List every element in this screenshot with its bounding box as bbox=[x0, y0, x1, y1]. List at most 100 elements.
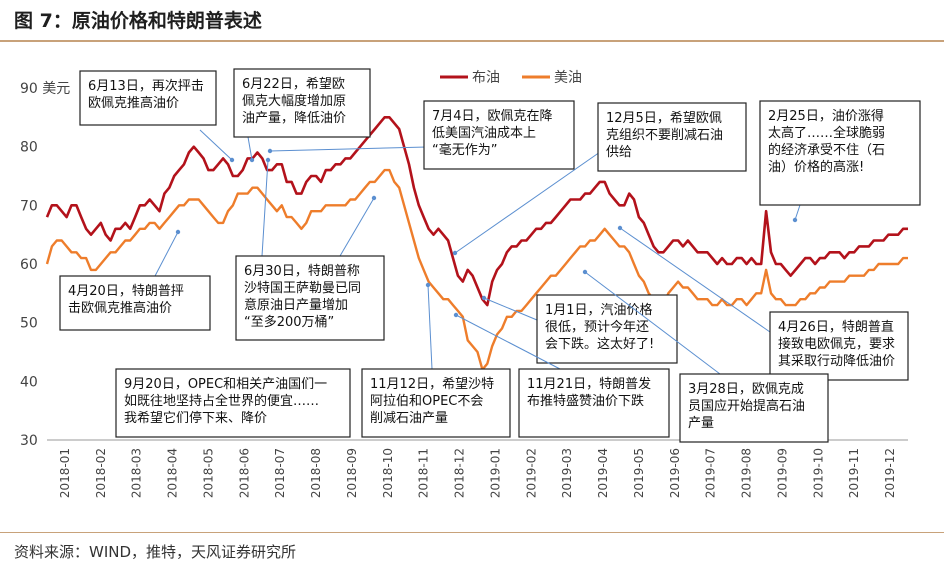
source-note: 资料来源：WIND，推特，天风证券研究所 bbox=[14, 543, 297, 561]
y-tick-label: 70 bbox=[20, 198, 38, 214]
annotation-text: 意原油日产量增加 bbox=[244, 297, 348, 313]
annotation-box bbox=[769, 311, 909, 381]
y-tick-label: 60 bbox=[20, 257, 38, 273]
annotation-text: 员国应开始提高石油 bbox=[688, 398, 805, 414]
annotation-text: 7月4日，欧佩克在降 bbox=[432, 109, 553, 124]
annotation-text: 供给 bbox=[606, 145, 632, 160]
figure-title: 图 7：原油价格和特朗普表述 bbox=[14, 10, 262, 32]
annotation-box bbox=[233, 68, 371, 138]
x-tick-label: 2019-05 bbox=[632, 448, 646, 498]
annotation-pointer bbox=[794, 204, 801, 221]
annotation-pointer bbox=[483, 297, 538, 321]
annotation-pointer bbox=[261, 159, 269, 257]
annotation-a10: 9月20日，OPEC和相关产油国们一如既往地坚持占全世界的便宜……我希望它们停下… bbox=[115, 368, 351, 438]
annotation-pointer bbox=[154, 231, 179, 277]
annotation-text: 4月20日，特朗普抨 bbox=[68, 284, 184, 299]
annotation-text: 6月30日，特朗普称 bbox=[244, 264, 360, 279]
annotation-pointer-head bbox=[371, 195, 377, 201]
annotation-text: 削减石油产量 bbox=[370, 411, 448, 426]
annotation-pointer-head bbox=[452, 250, 458, 256]
x-tick-label: 2018-05 bbox=[201, 448, 215, 498]
y-tick-label: 80 bbox=[20, 140, 38, 156]
series-line-brent bbox=[45, 116, 908, 307]
annotation-pointer bbox=[269, 146, 428, 152]
x-tick-label: 2019-01 bbox=[488, 448, 502, 498]
annotation-text: 阿拉伯和OPEC不会 bbox=[370, 394, 483, 409]
annotation-box bbox=[79, 70, 217, 126]
x-tick-label: 2018-12 bbox=[453, 448, 467, 498]
x-tick-label: 2018-10 bbox=[381, 448, 395, 498]
annotation-pointer-head bbox=[792, 217, 798, 223]
chart-legend: 布油 美油 bbox=[440, 70, 582, 86]
annotation-pointer-head bbox=[481, 295, 487, 301]
annotation-text: 会下跌。这太好了! bbox=[545, 336, 654, 352]
annotation-pointer bbox=[199, 129, 233, 161]
x-tick-label: 2018-01 bbox=[58, 448, 72, 498]
x-tick-label: 2018-04 bbox=[166, 448, 180, 498]
annotation-pointer bbox=[247, 136, 253, 161]
annotation-text: 4月26日，特朗普直 bbox=[778, 320, 894, 335]
annotation-pointer bbox=[339, 197, 375, 257]
x-tick-label: 2018-11 bbox=[417, 448, 431, 498]
annotation-pointer-head bbox=[425, 282, 431, 288]
annotation-text: “至多200万桶” bbox=[244, 314, 334, 330]
annotation-text: 6月13日，再次抨击 bbox=[88, 78, 204, 94]
annotation-pointer bbox=[584, 271, 721, 375]
annotation-box bbox=[361, 368, 511, 438]
x-tick-label: 2019-03 bbox=[560, 448, 574, 498]
x-tick-label: 2019-10 bbox=[811, 448, 825, 498]
annotation-box bbox=[115, 368, 351, 438]
y-tick-label: 40 bbox=[20, 374, 38, 390]
x-tick-label: 2018-02 bbox=[94, 448, 108, 498]
x-tick-label: 2018-09 bbox=[345, 448, 359, 498]
annotation-text: 接致电欧佩克，要求 bbox=[778, 336, 895, 352]
annotation-text: 12月5日，希望欧佩 bbox=[606, 110, 722, 126]
annotation-pointer bbox=[454, 151, 601, 254]
annotation-text: 佩克大幅度增加原 bbox=[242, 93, 346, 109]
annotation-text: 9月20日，OPEC和相关产油国们一 bbox=[124, 377, 327, 392]
annotation-pointer-head bbox=[453, 312, 459, 318]
annotation-box bbox=[423, 100, 575, 170]
x-tick-label: 2019-04 bbox=[596, 448, 610, 498]
x-tick-label: 2018-06 bbox=[237, 448, 251, 498]
x-tick-label: 2019-07 bbox=[704, 448, 718, 498]
annotation-text: 3月28日，欧佩克成 bbox=[688, 382, 804, 397]
x-tick-label: 2019-09 bbox=[775, 448, 789, 498]
annotation-text: 其采取行动降低油价 bbox=[778, 354, 895, 369]
annotation-text: 很低，预计今年还 bbox=[545, 319, 649, 335]
annotation-text: 2月25日，油价涨得 bbox=[768, 108, 884, 124]
annotation-text: 的经济承受不住（石 bbox=[768, 142, 885, 158]
annotation-text: 油）价格的高涨! bbox=[768, 159, 864, 175]
x-tick-label: 2018-08 bbox=[309, 448, 323, 498]
x-tick-label: 2019-02 bbox=[524, 448, 538, 498]
annotation-pointer bbox=[427, 284, 433, 370]
annotation-box bbox=[59, 275, 211, 331]
annotation-text: 布推特盛赞油价下跌 bbox=[527, 393, 644, 409]
x-tick-label: 2019-11 bbox=[847, 448, 861, 498]
top-rule bbox=[0, 40, 944, 42]
annotation-text: 产量 bbox=[688, 416, 714, 431]
annotation-text: 沙特国王萨勒曼已同 bbox=[244, 281, 361, 296]
annotation-pointer bbox=[455, 314, 561, 370]
annotation-pointer-head bbox=[175, 229, 181, 235]
annotation-text: 油产量，降低油价 bbox=[242, 111, 346, 126]
x-tick-label: 2019-06 bbox=[668, 448, 682, 498]
annotation-pointer-head bbox=[582, 269, 588, 275]
annotation-box bbox=[536, 294, 678, 364]
series-line-wti bbox=[45, 168, 908, 371]
annotation-box bbox=[518, 368, 670, 438]
annotation-box bbox=[597, 102, 747, 172]
annotation-pointer bbox=[619, 227, 771, 333]
legend-label: 美油 bbox=[554, 70, 582, 86]
annotation-text: 我希望它们停下来、降价 bbox=[124, 410, 267, 426]
